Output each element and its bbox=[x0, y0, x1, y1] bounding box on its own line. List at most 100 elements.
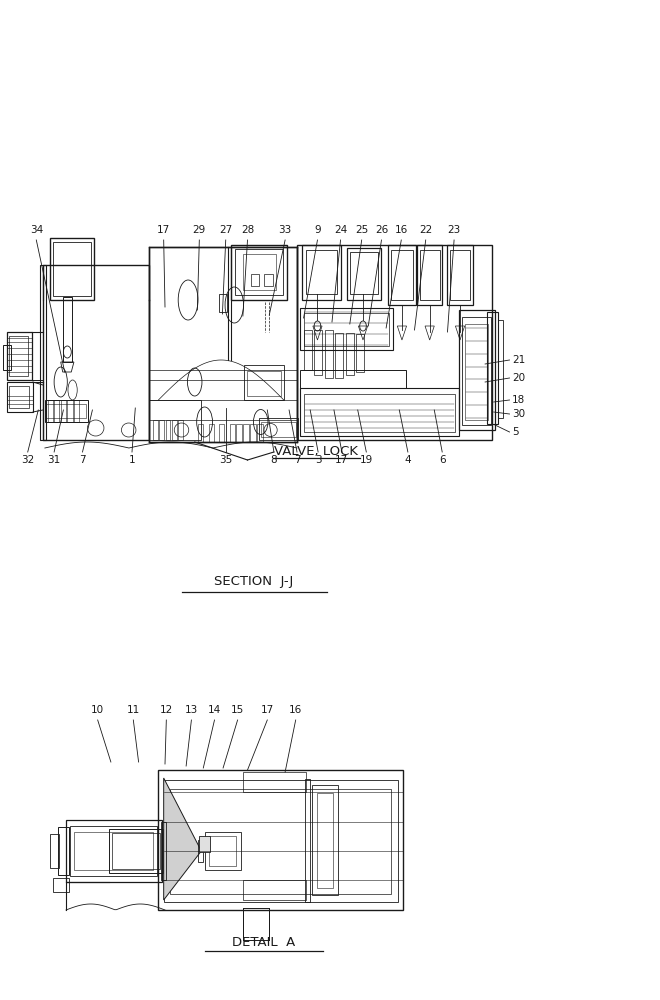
Bar bbox=[306, 250, 337, 294]
Bar bbox=[305, 779, 310, 902]
Text: 10: 10 bbox=[91, 705, 104, 715]
Bar bbox=[67, 400, 73, 422]
Bar bbox=[391, 250, 413, 300]
Bar bbox=[164, 780, 398, 902]
Bar bbox=[300, 388, 459, 436]
Bar bbox=[53, 878, 69, 892]
Bar bbox=[74, 832, 153, 870]
Bar bbox=[219, 424, 224, 442]
Text: 24: 24 bbox=[334, 225, 347, 235]
Bar bbox=[302, 245, 341, 300]
Text: 26: 26 bbox=[375, 225, 388, 235]
Bar bbox=[3, 345, 11, 370]
Bar bbox=[312, 785, 338, 895]
Text: 7: 7 bbox=[79, 455, 86, 465]
Bar bbox=[160, 420, 164, 440]
Bar bbox=[43, 265, 148, 440]
Text: 20: 20 bbox=[512, 373, 525, 383]
Text: 32: 32 bbox=[21, 455, 34, 465]
Bar bbox=[335, 333, 343, 378]
Bar bbox=[388, 245, 416, 305]
Text: 12: 12 bbox=[160, 705, 173, 715]
Bar bbox=[58, 827, 69, 875]
Bar bbox=[50, 238, 94, 300]
Bar bbox=[66, 820, 162, 882]
Text: 34: 34 bbox=[30, 225, 43, 235]
Bar bbox=[54, 400, 59, 422]
Bar bbox=[250, 424, 255, 442]
Text: 30: 30 bbox=[512, 409, 525, 419]
Bar bbox=[300, 308, 393, 350]
Text: 7: 7 bbox=[294, 455, 300, 465]
Bar bbox=[243, 772, 306, 792]
Bar bbox=[46, 404, 86, 418]
Bar bbox=[153, 420, 158, 440]
Text: 3: 3 bbox=[315, 455, 321, 465]
Bar bbox=[199, 836, 210, 852]
Text: 11: 11 bbox=[127, 705, 140, 715]
Text: 17: 17 bbox=[335, 455, 348, 465]
Bar bbox=[74, 400, 79, 422]
Text: 15: 15 bbox=[231, 705, 244, 715]
Bar bbox=[304, 330, 312, 370]
Bar bbox=[251, 274, 259, 286]
Bar bbox=[166, 420, 170, 440]
Text: VALVE, LOCK: VALVE, LOCK bbox=[274, 446, 358, 458]
Bar bbox=[304, 313, 389, 346]
Bar bbox=[257, 424, 263, 442]
Bar bbox=[63, 297, 72, 362]
Bar bbox=[325, 330, 333, 378]
Bar bbox=[112, 833, 160, 869]
Text: 19: 19 bbox=[360, 455, 373, 465]
Bar bbox=[148, 247, 297, 442]
Bar bbox=[61, 400, 66, 422]
Bar bbox=[148, 400, 201, 440]
Text: 16: 16 bbox=[289, 705, 302, 715]
Bar bbox=[40, 265, 46, 440]
Bar bbox=[170, 789, 391, 894]
Bar bbox=[261, 422, 296, 437]
Bar bbox=[205, 832, 241, 870]
Bar bbox=[297, 245, 492, 440]
Bar bbox=[459, 310, 495, 430]
Bar bbox=[487, 312, 498, 424]
Bar bbox=[178, 420, 183, 440]
Bar bbox=[219, 294, 227, 312]
Bar bbox=[259, 418, 298, 440]
Text: 8: 8 bbox=[271, 455, 277, 465]
Bar bbox=[243, 254, 276, 290]
Bar bbox=[231, 245, 287, 300]
Text: 33: 33 bbox=[279, 225, 292, 235]
Text: 25: 25 bbox=[355, 225, 368, 235]
Bar bbox=[158, 770, 403, 910]
Text: 28: 28 bbox=[241, 225, 254, 235]
Bar bbox=[109, 829, 163, 873]
Text: 31: 31 bbox=[48, 455, 61, 465]
Bar bbox=[356, 334, 364, 372]
Bar bbox=[243, 880, 306, 900]
Bar bbox=[244, 424, 249, 442]
Text: 22: 22 bbox=[419, 225, 432, 235]
Bar bbox=[209, 836, 236, 866]
Bar bbox=[243, 908, 269, 940]
Bar bbox=[450, 250, 470, 300]
Bar bbox=[7, 382, 33, 412]
Bar bbox=[209, 424, 214, 442]
Bar bbox=[498, 320, 503, 418]
Text: 21: 21 bbox=[512, 355, 525, 365]
Bar bbox=[161, 822, 166, 880]
Text: 35: 35 bbox=[219, 455, 232, 465]
Bar bbox=[314, 330, 322, 375]
Bar bbox=[48, 400, 53, 422]
Bar bbox=[198, 424, 203, 442]
Bar bbox=[346, 333, 354, 375]
Bar bbox=[447, 245, 473, 305]
Bar bbox=[462, 317, 491, 425]
Text: 1: 1 bbox=[129, 455, 135, 465]
Polygon shape bbox=[164, 778, 201, 900]
Bar bbox=[9, 386, 29, 408]
Text: 14: 14 bbox=[208, 705, 221, 715]
Text: 4: 4 bbox=[405, 455, 411, 465]
Bar bbox=[247, 371, 281, 396]
Text: 5: 5 bbox=[512, 427, 519, 437]
